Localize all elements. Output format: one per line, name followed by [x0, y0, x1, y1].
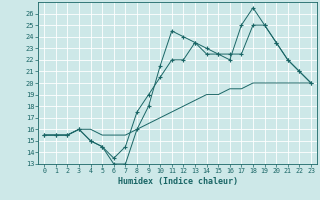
X-axis label: Humidex (Indice chaleur): Humidex (Indice chaleur) — [118, 177, 238, 186]
